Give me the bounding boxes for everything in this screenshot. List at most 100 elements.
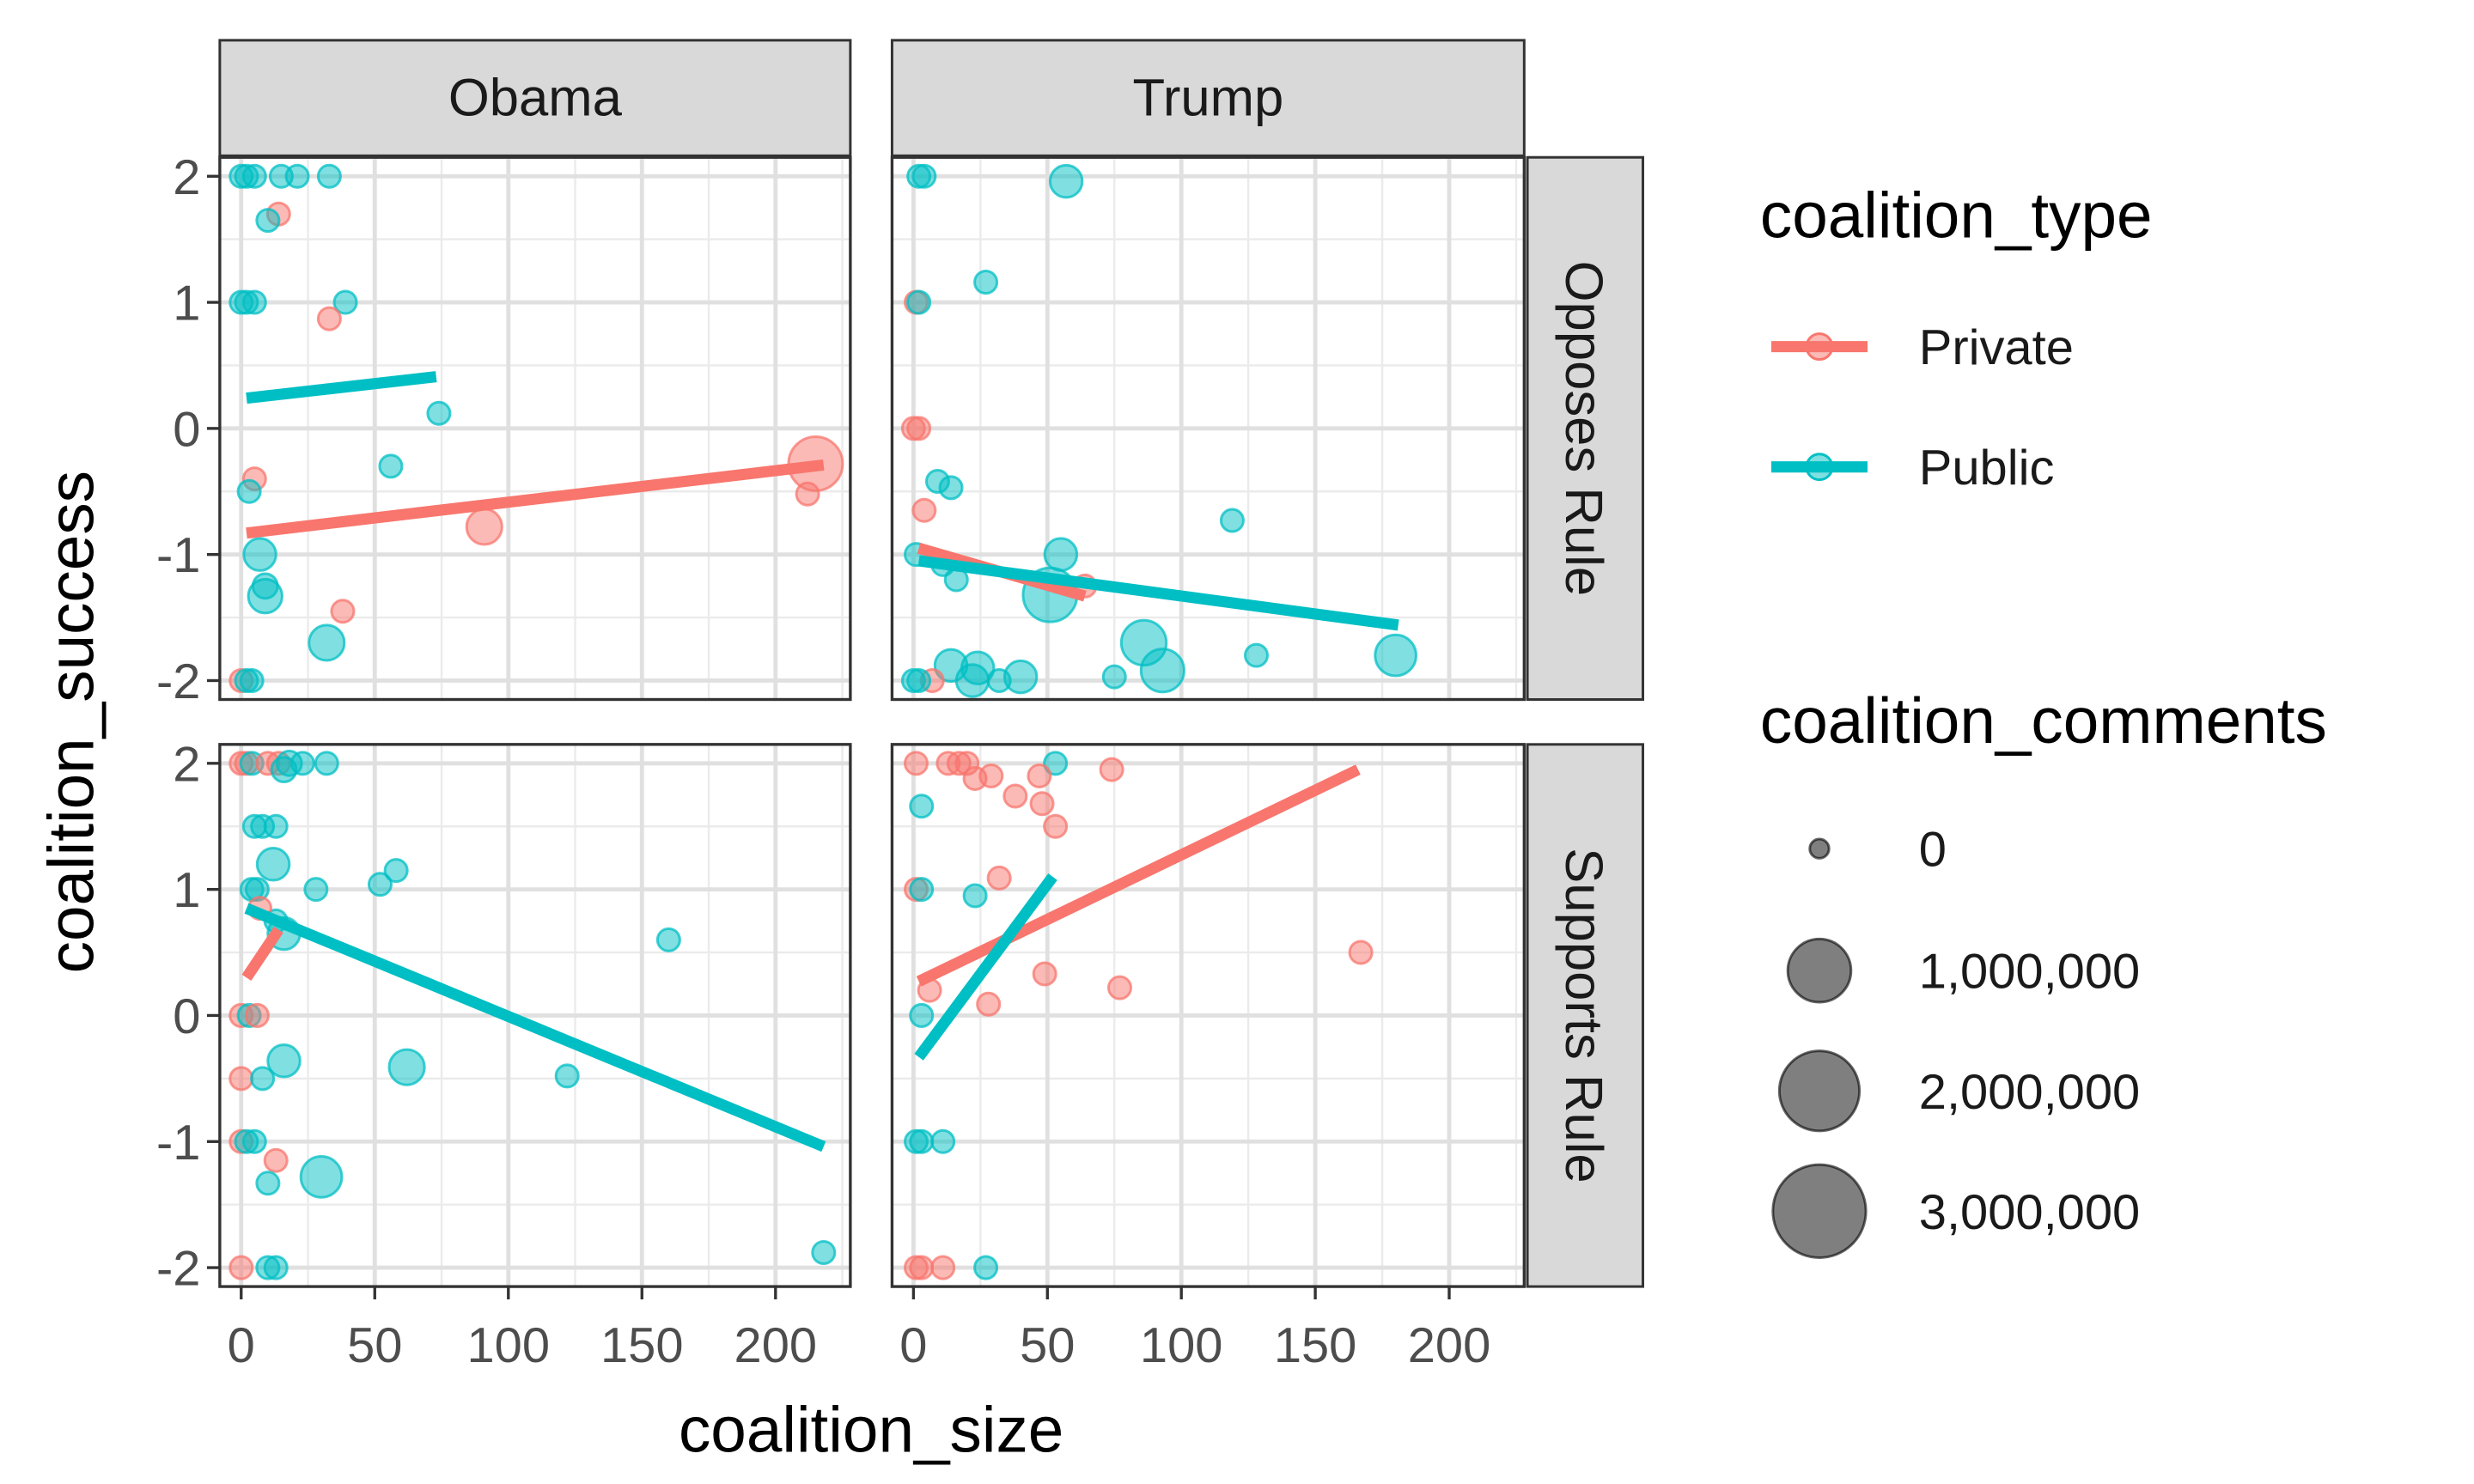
trend-line-public: [244, 903, 826, 1153]
data-point-public: [255, 847, 291, 882]
data-point-public: [289, 751, 315, 776]
data-point-public: [383, 858, 409, 884]
data-point-public: [1139, 648, 1185, 694]
legend: coalition_type Private Public coalition_com…: [1760, 179, 2327, 1259]
data-point-public: [241, 1128, 267, 1154]
y-tick-label: 1: [173, 863, 200, 918]
trend-line-private: [246, 459, 825, 539]
legend-label: 0: [1919, 823, 1947, 878]
size-legend-entry: 3,000,000: [1771, 1163, 2140, 1259]
legend-label: 3,000,000: [1919, 1185, 2140, 1240]
data-point-private: [976, 991, 1002, 1017]
x-tick-label: 200: [734, 1318, 818, 1373]
data-point-public: [962, 883, 988, 909]
x-tick-label: 100: [466, 1318, 550, 1373]
data-point-public: [909, 877, 935, 903]
size-legend-entry: 2,000,000: [1777, 1049, 2140, 1133]
legend-label: 1,000,000: [1919, 945, 2140, 1000]
legend-label: 2,000,000: [1919, 1065, 2140, 1120]
data-point-public: [426, 400, 452, 426]
panel-trump-opposes-rule: [890, 155, 1526, 702]
data-point-public: [1048, 163, 1084, 199]
data-point-public: [255, 208, 281, 234]
facet-label-trump: Trump: [1132, 69, 1283, 128]
data-point-public: [906, 289, 932, 315]
data-point-public: [909, 1128, 935, 1154]
panel-border: [890, 155, 1526, 702]
trend-line-private: [241, 926, 283, 982]
data-point-public: [938, 475, 964, 501]
facet-label-supports-rule: Supports Rule: [1554, 848, 1613, 1183]
data-point-public: [1374, 633, 1417, 678]
data-point-public: [909, 794, 935, 819]
data-point-private: [962, 765, 988, 791]
data-point-public: [973, 1255, 999, 1280]
facet-strip-opposes-rule: Opposes Rule: [1526, 155, 1645, 701]
data-point-public: [1243, 642, 1270, 668]
size-legend-circle: [1786, 937, 1853, 1004]
data-point-public: [332, 289, 358, 315]
data-point-private: [906, 416, 932, 441]
data-point-public: [314, 751, 339, 776]
size-legend-circle: [1808, 837, 1831, 860]
data-point-private: [903, 751, 929, 776]
y-tick-label: -2: [156, 654, 200, 709]
legend-label: Public: [1919, 441, 2055, 496]
y-tick-label: -1: [156, 528, 200, 583]
x-tick-label: 50: [1020, 1318, 1075, 1373]
points: [903, 751, 1374, 1280]
data-point-public: [299, 1155, 344, 1199]
data-point-public: [930, 1128, 956, 1154]
trend-line-private: [916, 764, 1361, 987]
gridlines: [219, 157, 850, 700]
data-point-public: [367, 872, 393, 897]
size-legend-circle: [1771, 1163, 1868, 1259]
data-point-public: [308, 623, 346, 662]
y-tick-label: 2: [173, 150, 200, 205]
axes: 2 1 0 -1 -2 2 1 0 -1 -2 0 50 100 150 200 0 50 100 150 200: [156, 150, 1490, 1373]
facet-strip-trump: Trump: [890, 39, 1526, 157]
data-point-public: [911, 163, 937, 189]
y-tick-label: 0: [173, 402, 200, 457]
data-point-public: [554, 1063, 580, 1089]
x-tick-label: 100: [1140, 1318, 1223, 1373]
legend-label: Private: [1919, 320, 2074, 375]
x-tick-label: 150: [1274, 1318, 1357, 1373]
data-point-private: [244, 1002, 270, 1028]
data-point-public: [303, 877, 329, 903]
data-point-private: [465, 508, 503, 546]
panel-border: [890, 743, 1526, 1288]
data-point-public: [236, 478, 262, 504]
data-point-public: [241, 289, 267, 315]
panel-obama-opposes-rule: [218, 155, 852, 702]
x-tick-label: 50: [347, 1318, 402, 1373]
panel-trump-supports-rule: [890, 743, 1526, 1288]
facet-strip-supports-rule: Supports Rule: [1526, 743, 1645, 1288]
data-point-public: [266, 1043, 302, 1079]
data-point-public: [909, 1002, 935, 1028]
data-point-private: [229, 1255, 254, 1280]
data-point-private: [229, 1066, 254, 1092]
x-tick-label: 150: [600, 1318, 684, 1373]
data-point-public: [387, 1048, 426, 1086]
data-point-public: [906, 667, 932, 693]
legend-entry-public: Public: [1770, 441, 2055, 496]
legend-entry-private: Private: [1770, 320, 2074, 375]
gridlines: [892, 157, 1525, 700]
trend-lines: [917, 543, 1399, 631]
data-point-public: [954, 663, 990, 698]
data-point-public: [1043, 751, 1069, 776]
facet-label-obama: Obama: [448, 69, 623, 128]
data-point-private: [1106, 975, 1132, 1000]
data-point-private: [930, 1255, 956, 1280]
data-point-public: [241, 163, 267, 189]
x-tick-label: 0: [228, 1318, 255, 1373]
data-point-private: [330, 599, 356, 624]
size-legend-entry: 0: [1808, 823, 1947, 878]
data-point-public: [242, 537, 277, 572]
data-point-private: [1002, 783, 1028, 809]
y-tick-label: 2: [173, 737, 200, 792]
gridlines: [219, 744, 850, 1287]
x-tick-label: 200: [1408, 1318, 1491, 1373]
